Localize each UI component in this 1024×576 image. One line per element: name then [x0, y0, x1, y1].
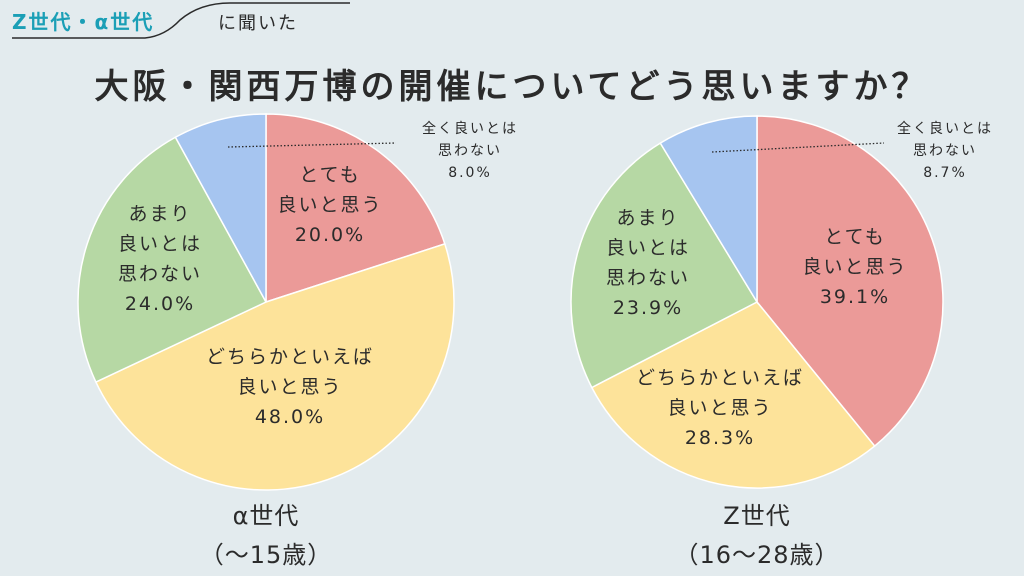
leader-line [711, 142, 885, 153]
slice-not-good-at-all-label: 全く良いとは思わない 8.0% [422, 120, 518, 181]
slice-somewhat-good [94, 242, 455, 491]
pie-title: Z世代 [723, 502, 790, 530]
slice-not-good-at-all [659, 115, 758, 305]
kicker-rest: に聞いた [218, 13, 298, 34]
slice-very-good [756, 115, 944, 448]
pie-title: α世代 [233, 502, 300, 530]
slice-very-good-label: とても良いと思う 20.0% [277, 164, 382, 246]
kicker-underline [12, 2, 350, 39]
slice-somewhat-good-label: どちらかといえば良いと思う 28.3% [636, 367, 804, 449]
slice-not-very-good-label: あまり良いとは思わない 23.9% [606, 207, 690, 319]
slice-not-good-at-all-label: 全く良いとは思わない 8.7% [897, 120, 993, 181]
leader-line [227, 142, 397, 148]
pie-chart-alpha: とても良いと思う 20.0% どちらかといえば良いと思う 48.0%あまり良いとは思わ… [77, 113, 518, 569]
slice-somewhat-good-label: どちらかといえば良いと思う 48.0% [206, 346, 374, 428]
slice-not-very-good-label: あまり良いとは思わない 24.0% [118, 203, 202, 315]
kicker-highlight: Z世代・α世代 [12, 10, 154, 34]
slice-very-good-label: とても良いと思う 39.1% [802, 226, 907, 308]
slice-not-good-at-all [174, 113, 267, 303]
slice-very-good [265, 113, 446, 304]
slice-not-very-good [77, 136, 268, 384]
pie-subtitle: （16〜28歳） [674, 541, 839, 569]
header: Z世代・α世代 に聞いた 大阪・関西万博の開催についてどう思いますか？ [12, 2, 930, 107]
page-title: 大阪・関西万博の開催についてどう思いますか？ [95, 67, 930, 107]
slice-somewhat-good [590, 301, 876, 489]
slice-not-very-good [570, 142, 759, 389]
pie-subtitle: （〜15歳） [200, 541, 333, 569]
pie-chart-z: とても良いと思う 39.1% どちらかといえば良いと思う 28.3% あまり良いとは思わ… [570, 115, 993, 569]
